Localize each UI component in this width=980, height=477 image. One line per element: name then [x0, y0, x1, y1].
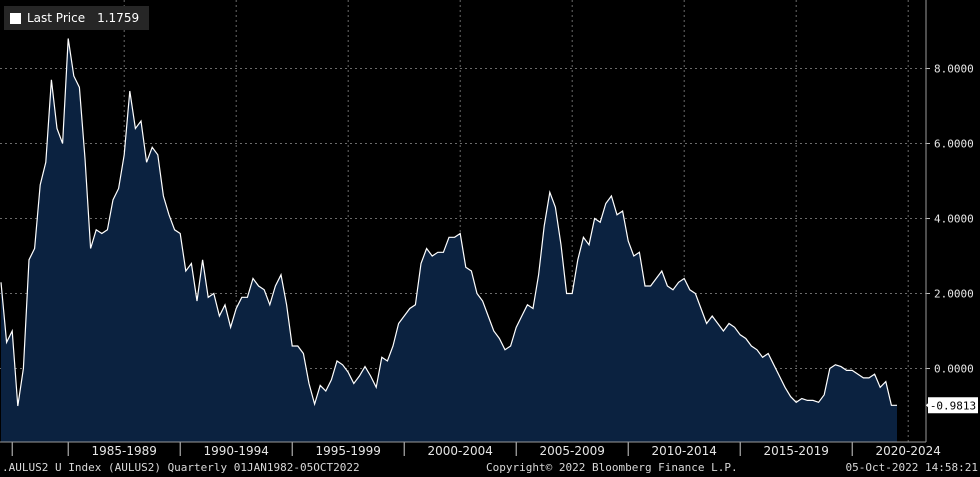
x-tick-label: 2015-2019: [763, 444, 828, 458]
legend-swatch: [10, 12, 21, 24]
y-tick-label: 0.0000: [934, 363, 974, 376]
y-tick-label: 8.0000: [934, 63, 974, 76]
last-value-pointer: [926, 401, 930, 410]
x-tick-label: 2010-2014: [651, 444, 716, 458]
x-tick-label: 2020-2024: [875, 444, 940, 458]
x-tick-label: 2005-2009: [539, 444, 604, 458]
footer-timestamp: 05-Oct-2022 14:58:21: [845, 461, 978, 474]
series-line: [0, 38, 897, 407]
grid: [0, 0, 926, 442]
x-tick-label: 1985-1989: [91, 444, 156, 458]
axes: 8.0000 6.0000 4.0000 2.0000 0.0000 1985-1989 1…: [0, 0, 978, 458]
legend-value: 1.1759: [97, 11, 140, 25]
last-value-label: -0.9813: [930, 399, 976, 412]
y-tick-label: 2.0000: [934, 288, 974, 301]
x-tick-label: 1990-1994: [203, 444, 268, 458]
x-tick-label: 2000-2004: [427, 444, 492, 458]
footer-index-info: .AULUS2 U Index (AULUS2) Quarterly 01JAN…: [2, 461, 360, 474]
y-tick-label: 4.0000: [934, 213, 974, 226]
legend-label: Last Price: [27, 11, 86, 25]
area-fill: [1, 38, 897, 442]
legend: Last Price 1.1759: [4, 6, 150, 30]
x-tick-label: 1995-1999: [315, 444, 380, 458]
y-tick-label: 6.0000: [934, 138, 974, 151]
last-value-box: [928, 397, 978, 414]
footer: .AULUS2 U Index (AULUS2) Quarterly 01JAN…: [0, 460, 980, 477]
footer-copyright: Copyright© 2022 Bloomberg Finance L.P.: [486, 461, 738, 474]
